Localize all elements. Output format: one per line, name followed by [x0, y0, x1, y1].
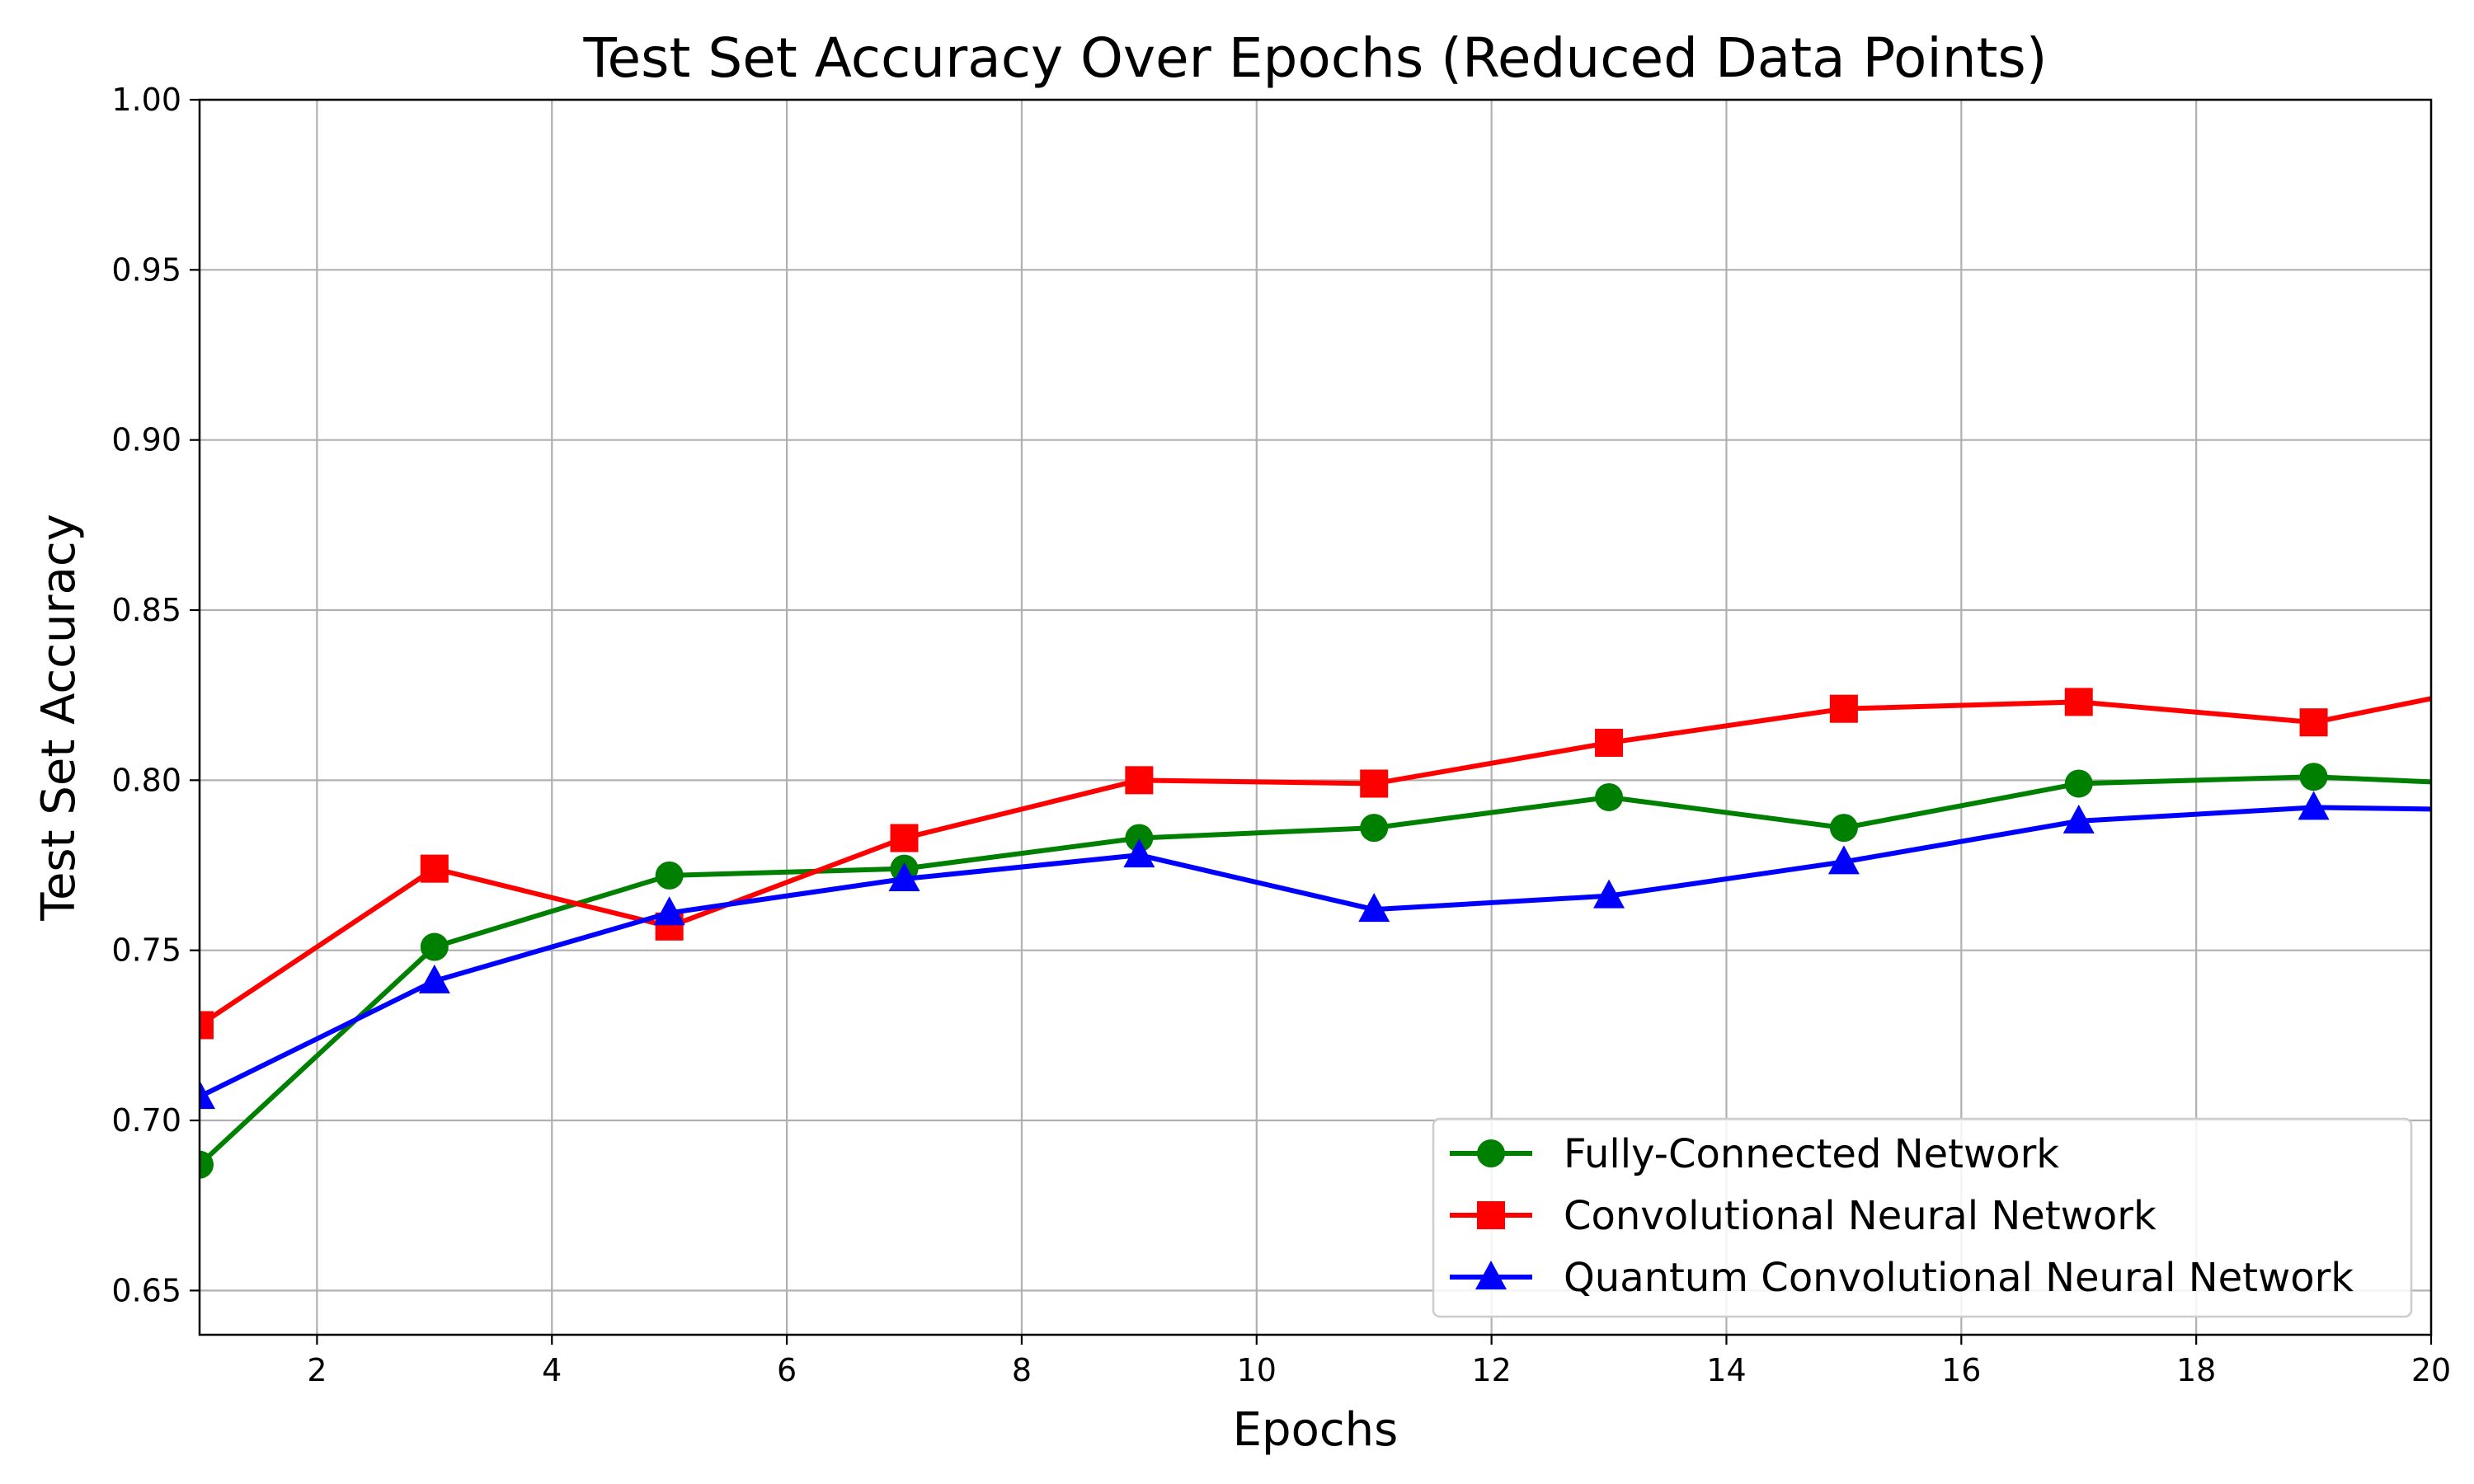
y-tick-label: 0.75: [111, 932, 181, 969]
y-tick-label: 1.00: [111, 82, 181, 118]
x-tick-label: 10: [1237, 1352, 1277, 1388]
legend-item: Fully-Connected Network: [1450, 1131, 2059, 1177]
chart-title: Test Set Accuracy Over Epochs (Reduced D…: [582, 26, 2047, 90]
y-tick-label: 0.80: [111, 762, 181, 798]
x-axis-label: Epochs: [1233, 1403, 1399, 1457]
x-tick-label: 14: [1706, 1352, 1746, 1388]
x-tick-label: 6: [777, 1352, 797, 1388]
data-point-triangle: [888, 862, 920, 892]
y-tick-label: 0.70: [111, 1102, 181, 1139]
x-tick-label: 4: [542, 1352, 562, 1388]
y-tick-label: 0.90: [111, 422, 181, 458]
legend-label: Fully-Connected Network: [1564, 1131, 2059, 1177]
y-axis-label: Test Set Accuracy: [32, 514, 86, 922]
y-tick-label: 0.95: [111, 251, 181, 288]
data-point-triangle: [418, 964, 450, 993]
data-point-circle: [655, 861, 684, 890]
axis-ticks: 2 4 6 8 10 12 14 16 18 20 0.65 0.70 0.75 0.80 0.85 0.90…: [111, 82, 2451, 1388]
data-point-triangle: [200, 1080, 215, 1110]
data-point-square: [200, 1011, 214, 1040]
data-point-circle: [2064, 769, 2093, 798]
data-point-square: [2299, 708, 2328, 737]
x-tick-label: 2: [307, 1352, 327, 1388]
y-tick-label: 0.85: [111, 592, 181, 628]
data-point-circle: [1595, 782, 1624, 811]
legend-marker-triangle: [1475, 1261, 1507, 1289]
data-point-circle: [420, 932, 449, 961]
data-point-circle: [200, 1150, 214, 1179]
legend-item: Convolutional Neural Network: [1450, 1193, 2157, 1239]
series-2: [200, 791, 2431, 1110]
data-point-square: [1595, 728, 1624, 757]
x-tick-label: 18: [2176, 1352, 2216, 1388]
legend-marker-square: [1477, 1201, 1505, 1229]
data-point-square: [1360, 769, 1389, 798]
plot-frame: [198, 98, 2433, 1336]
data-point-triangle: [1827, 845, 1860, 875]
data-point-triangle: [1123, 838, 1155, 868]
data-point-square: [1829, 694, 1858, 723]
legend-box: [1432, 1117, 2413, 1318]
x-tick-label: 16: [1941, 1352, 1981, 1388]
data-point-circle: [1829, 814, 1858, 843]
series-layer: [200, 688, 2431, 1179]
data-point-triangle: [2062, 804, 2095, 834]
data-point-triangle: [1593, 879, 1625, 909]
legend-label: Convolutional Neural Network: [1564, 1193, 2157, 1239]
data-point-square: [1125, 766, 1154, 795]
data-point-square: [890, 824, 919, 852]
x-tick-label: 20: [2411, 1352, 2451, 1388]
series-0: [200, 763, 2431, 1179]
data-point-square: [2064, 688, 2093, 716]
legend-marker-circle: [1477, 1139, 1505, 1167]
data-point-triangle: [653, 896, 685, 926]
series-1: [200, 688, 2431, 1040]
data-point-circle: [1360, 814, 1389, 843]
legend-item: Quantum Convolutional Neural Network: [1450, 1255, 2354, 1301]
legend: Fully-Connected Network Convolutional Neu…: [1432, 1117, 2413, 1318]
legend-label: Quantum Convolutional Neural Network: [1564, 1255, 2354, 1301]
x-tick-label: 12: [1471, 1352, 1511, 1388]
data-point-triangle: [1358, 893, 1390, 923]
x-tick-label: 8: [1012, 1352, 1032, 1388]
data-point-circle: [1125, 824, 1154, 852]
data-point-circle: [2299, 763, 2328, 791]
data-point-square: [420, 854, 449, 883]
data-point-triangle: [2298, 791, 2330, 820]
y-tick-label: 0.65: [111, 1272, 181, 1308]
